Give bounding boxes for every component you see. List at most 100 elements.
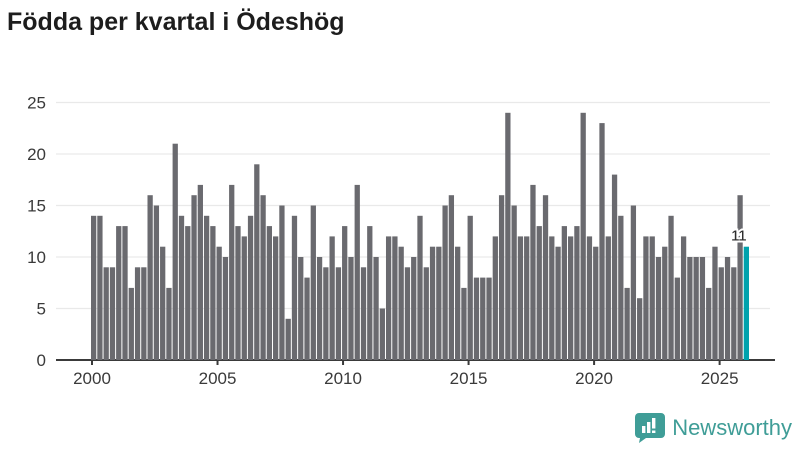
bar (611, 174, 618, 360)
bar (153, 205, 160, 360)
bar (310, 205, 316, 360)
bar (718, 267, 724, 360)
bar (298, 257, 304, 360)
bar (247, 215, 254, 360)
bar (699, 257, 706, 360)
bar (360, 267, 367, 360)
y-tick-label-0: 0 (37, 351, 46, 370)
bar (549, 236, 555, 360)
bar (536, 226, 542, 360)
bar (134, 267, 141, 360)
bar (662, 246, 668, 360)
bar (266, 226, 273, 360)
newsworthy-logo[interactable]: Newsworthy (635, 412, 792, 443)
bar (455, 246, 461, 360)
bar (637, 298, 643, 360)
bar (561, 226, 567, 360)
y-tick-label-25: 25 (27, 94, 46, 113)
bar (197, 184, 203, 360)
bar (97, 215, 103, 360)
bar (210, 226, 216, 360)
bar (492, 236, 498, 360)
bar (442, 205, 448, 360)
bar (285, 318, 291, 360)
bar (542, 195, 549, 360)
bar (586, 236, 593, 360)
bar (593, 246, 599, 360)
bar (574, 226, 580, 360)
bar (342, 226, 348, 360)
bar (367, 226, 373, 360)
bar (505, 112, 511, 360)
bar (241, 236, 247, 360)
bar (354, 184, 360, 360)
bar (348, 257, 354, 360)
bar (166, 287, 172, 360)
bar (567, 236, 574, 360)
y-tick-label-15: 15 (27, 197, 46, 216)
bar (191, 195, 197, 360)
bar (254, 164, 260, 360)
bar (618, 215, 624, 360)
bar (291, 215, 298, 360)
bar (498, 195, 505, 360)
bar (178, 215, 185, 360)
bar (448, 195, 455, 360)
newsworthy-logo-text: Newsworthy (672, 414, 792, 440)
bar (473, 277, 480, 360)
bar (160, 246, 166, 360)
bar (480, 277, 486, 360)
bar (116, 226, 122, 360)
bar (304, 277, 310, 360)
bar (229, 184, 235, 360)
bar (172, 143, 178, 360)
bar (436, 246, 442, 360)
bar (605, 236, 611, 360)
bar (417, 215, 423, 360)
bar (273, 236, 279, 360)
bar (109, 267, 116, 360)
bar (486, 277, 492, 360)
bar (680, 236, 687, 360)
y-tick-label-20: 20 (27, 145, 46, 164)
bar (731, 267, 737, 360)
bar (624, 287, 630, 360)
bar (235, 226, 241, 360)
chart-title: Födda per kvartal i Ödeshög (7, 8, 345, 36)
bar (630, 205, 637, 360)
bar (141, 267, 147, 360)
bar (530, 184, 536, 360)
bar (103, 267, 109, 360)
bar (260, 195, 266, 360)
bar (122, 226, 128, 360)
bar (323, 267, 329, 360)
bar (185, 226, 191, 360)
bar (555, 246, 561, 360)
bar (216, 246, 222, 360)
x-tick-label-2000: 2000 (73, 369, 111, 388)
bar (379, 308, 385, 360)
highlight-value-label: 11 (731, 228, 747, 245)
x-tick-label-2015: 2015 (450, 369, 488, 388)
bar (511, 205, 517, 360)
x-tick-label-2010: 2010 (324, 369, 362, 388)
bar (724, 257, 731, 360)
bar (373, 257, 379, 360)
x-tick-label-2005: 2005 (199, 369, 237, 388)
bar (279, 205, 285, 360)
bar (655, 257, 662, 360)
bar (404, 267, 411, 360)
bar (687, 257, 693, 360)
bar (335, 267, 342, 360)
bar (524, 236, 530, 360)
bar (693, 257, 699, 360)
bar (737, 195, 743, 360)
newsworthy-chart-bubble-icon (635, 413, 666, 443)
bar (580, 112, 586, 360)
bar (429, 246, 436, 360)
bar (222, 257, 229, 360)
bar (385, 236, 392, 360)
x-tick-label-2025: 2025 (701, 369, 739, 388)
